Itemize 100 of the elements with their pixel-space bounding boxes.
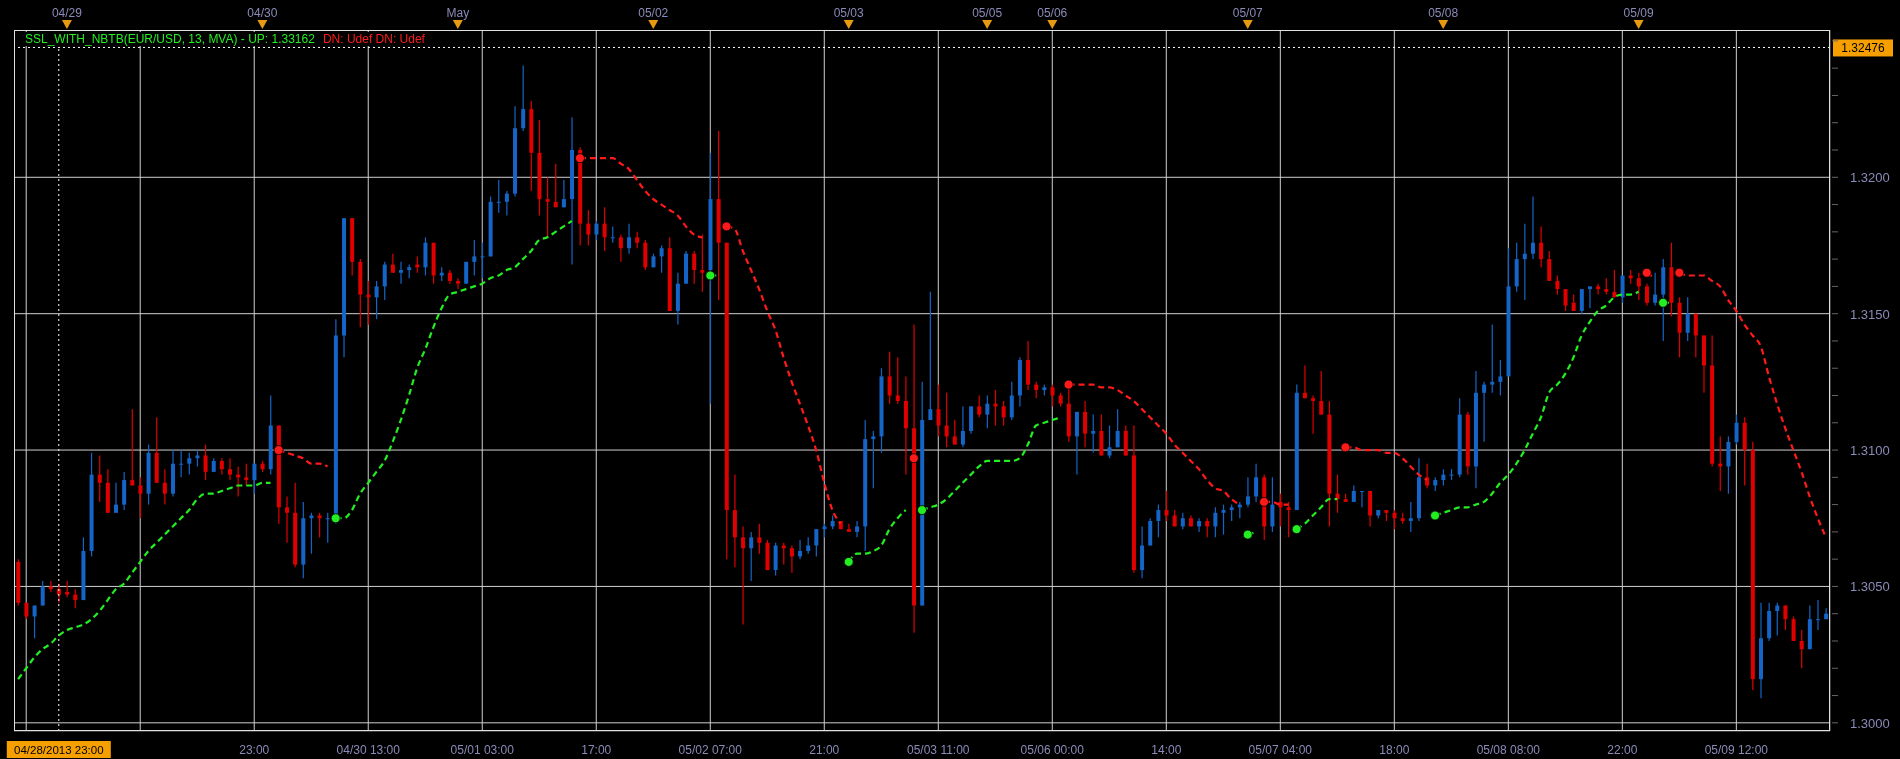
candlestick (1824, 607, 1829, 620)
candlestick (1319, 370, 1324, 416)
candlestick (162, 468, 167, 506)
x-tick-label: 05/06 00:00 (1020, 743, 1085, 757)
x-tick-label: 22:00 (1607, 743, 1638, 757)
candlestick (887, 351, 892, 405)
text: 05/09 (1623, 6, 1654, 20)
candlestick (545, 176, 550, 238)
candlestick (1775, 602, 1780, 637)
x-tick-label: 14:00 (1151, 743, 1182, 757)
candlestick (586, 209, 591, 247)
candlestick (65, 580, 70, 598)
candlestick (960, 405, 965, 448)
point (575, 153, 585, 164)
candlestick (1579, 288, 1584, 315)
candlestick (1254, 463, 1259, 503)
candlestick (757, 523, 762, 555)
candlestick (1408, 501, 1413, 533)
candlestick (1799, 629, 1804, 669)
point (1063, 379, 1074, 390)
x-tick-label: 23:00 (239, 743, 270, 757)
point (1674, 267, 1685, 278)
x-tick-label: 05/03 11:00 (907, 743, 970, 757)
candlestick (1612, 269, 1617, 298)
candlestick (1107, 424, 1112, 459)
candlestick (1783, 604, 1788, 631)
candlestick (741, 525, 746, 626)
candlestick (1636, 272, 1641, 301)
candlestick (1734, 414, 1739, 446)
point (843, 556, 854, 567)
candlestick (179, 449, 184, 478)
candlestick (1547, 250, 1552, 282)
candlestick (928, 291, 933, 421)
point (1658, 297, 1668, 308)
candlestick (382, 261, 387, 301)
candlestick (936, 383, 941, 438)
candlestick (114, 482, 118, 514)
x-tick-label: 05/02 07:00 (678, 743, 743, 757)
text: 05/03 (833, 6, 865, 20)
candlestick (789, 544, 794, 574)
candlestick (97, 454, 102, 503)
ref-line-label: 1.32476 (1841, 41, 1886, 56)
candlestick (1115, 408, 1120, 448)
text: May (446, 6, 470, 20)
candlestick (1791, 615, 1796, 642)
x-tick-label: 05/07 04:00 (1248, 743, 1313, 757)
candlestick (1644, 283, 1649, 307)
y-tick-label: 1.3150 (1850, 306, 1890, 322)
candlestick (1205, 517, 1210, 538)
candlestick (1156, 504, 1161, 538)
candlestick (1001, 400, 1006, 427)
candlestick (1425, 463, 1430, 489)
candlestick (871, 430, 876, 489)
candlestick (749, 531, 754, 582)
candlestick (521, 64, 526, 132)
candlestick (1498, 359, 1503, 397)
candlestick (138, 476, 143, 519)
point (705, 270, 716, 281)
text: 04/30 (247, 6, 278, 20)
candlestick (1311, 394, 1316, 435)
point (1259, 496, 1269, 507)
point (1291, 524, 1302, 535)
point (330, 513, 341, 524)
candlestick (57, 583, 61, 604)
candlestick (1555, 274, 1560, 296)
candlestick (472, 239, 477, 277)
text: 04/29 (51, 6, 83, 20)
candlestick (1522, 223, 1527, 301)
candlestick (985, 394, 990, 429)
point (1430, 510, 1440, 521)
candlestick (130, 408, 135, 487)
candlestick (325, 512, 330, 544)
point (917, 505, 927, 515)
candlestick (1685, 296, 1690, 342)
candlestick (1490, 323, 1495, 394)
point (1641, 267, 1652, 278)
candlestick (846, 523, 851, 533)
candlestick (1530, 195, 1535, 260)
candlestick (285, 495, 290, 544)
candlestick (480, 242, 485, 279)
candlestick (692, 250, 697, 285)
text: 05/02 (638, 6, 669, 20)
candlestick (1197, 517, 1202, 533)
candlestick (1083, 400, 1088, 448)
candlestick (456, 277, 461, 290)
text: 05/05 (972, 6, 1003, 20)
x-tick-label: 05/09 12:00 (1704, 743, 1769, 757)
candlestick (228, 457, 233, 481)
candlestick (374, 280, 379, 320)
candlestick (504, 190, 509, 217)
candlestick (48, 580, 53, 593)
candlestick (1693, 313, 1698, 358)
candlestick (627, 223, 632, 255)
candlestick (1563, 288, 1568, 312)
candlestick (1392, 509, 1397, 530)
x-tick-label: 17:00 (581, 743, 612, 757)
candlestick (952, 419, 957, 446)
candlestick (1587, 285, 1592, 309)
candlestick (1302, 364, 1307, 399)
x-tick-label: 04/30 13:00 (336, 743, 401, 757)
